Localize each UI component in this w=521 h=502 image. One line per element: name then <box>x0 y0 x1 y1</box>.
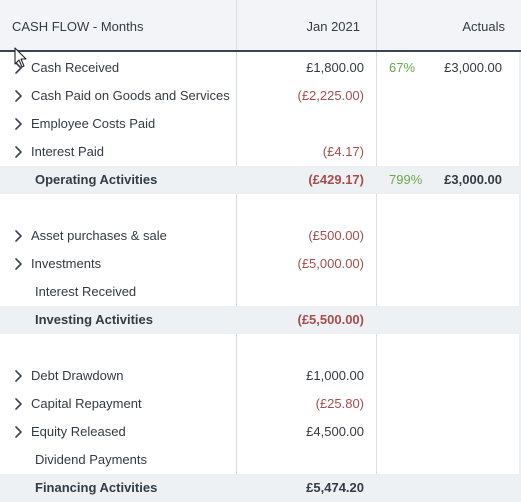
report-title: CASH FLOW - Months <box>12 19 144 34</box>
chevron-right-icon[interactable] <box>12 256 26 272</box>
row-label: Cash Paid on Goods and Services <box>31 88 230 103</box>
period-value: (£2,225.00) <box>297 88 365 103</box>
table-row: Interest Received <box>0 278 519 306</box>
chevron-right-icon[interactable] <box>12 424 26 440</box>
subtotal-row: Investing Activities (£5,500.00) <box>0 306 519 334</box>
table-header: CASH FLOW - Months Jan 2021 Actuals <box>0 0 521 52</box>
subtotal-row: Financing Activities £5,474.20 <box>0 474 519 502</box>
actual-value: £3,000.00 <box>444 60 502 75</box>
table-row[interactable]: Interest Paid (£4.17) <box>0 138 519 166</box>
variance-percent: 799% <box>389 172 423 187</box>
period-value: £5,474.20 <box>306 480 364 495</box>
row-label: Asset purchases & sale <box>31 228 167 243</box>
chevron-right-icon[interactable] <box>12 368 26 384</box>
actual-value: £3,000.00 <box>444 172 502 187</box>
column-header-period[interactable]: Jan 2021 <box>236 0 376 50</box>
chevron-right-icon[interactable] <box>12 228 26 244</box>
actuals-column <box>376 0 519 502</box>
column-header-actuals-label: Actuals <box>462 19 505 34</box>
row-label: Equity Released <box>31 424 126 439</box>
period-value: £4,500.00 <box>306 424 364 439</box>
table-row[interactable]: Capital Repayment (£25.80) <box>0 390 519 418</box>
row-label: Investments <box>31 256 102 271</box>
period-value: (£429.17) <box>308 172 364 187</box>
row-label: Interest Received <box>35 284 137 299</box>
period-value: (£4.17) <box>322 144 364 159</box>
row-label: Financing Activities <box>35 480 158 495</box>
column-header-period-label: Jan 2021 <box>306 19 361 34</box>
period-value: (£5,000.00) <box>297 256 365 271</box>
period-value: (£25.80) <box>315 396 364 411</box>
chevron-right-icon[interactable] <box>12 144 26 160</box>
table-row[interactable]: Investments (£5,000.00) <box>0 250 519 278</box>
variance-percent: 67% <box>389 60 416 75</box>
subtotal-row: Operating Activities (£429.17) 799% £3,000.… <box>0 166 519 194</box>
period-value: (£5,500.00) <box>297 312 365 327</box>
row-label: Interest Paid <box>31 144 104 159</box>
chevron-right-icon[interactable] <box>12 396 26 412</box>
row-label: Debt Drawdown <box>31 368 124 383</box>
row-label: Operating Activities <box>35 172 158 187</box>
period-value: £1,800.00 <box>306 60 364 75</box>
row-label: Investing Activities <box>35 312 153 327</box>
column-header-actuals[interactable]: Actuals <box>376 0 519 50</box>
jan-2021-column <box>236 0 376 502</box>
table-row[interactable]: Cash Received £1,800.00 67% £3,000.00 <box>0 54 519 82</box>
period-value: (£500.00) <box>308 228 364 243</box>
period-value: £1,000.00 <box>306 368 364 383</box>
table-right-edge <box>519 0 521 502</box>
table-row[interactable]: Debt Drawdown £1,000.00 <box>0 362 519 390</box>
chevron-right-icon[interactable] <box>12 60 26 76</box>
chevron-right-icon[interactable] <box>12 88 26 104</box>
table-row[interactable]: Cash Paid on Goods and Services (£2,225.0… <box>0 82 519 110</box>
chevron-right-icon[interactable] <box>12 116 26 132</box>
table-row[interactable]: Equity Released £4,500.00 <box>0 418 519 446</box>
row-label: Dividend Payments <box>35 452 147 467</box>
row-label: Employee Costs Paid <box>31 116 156 131</box>
row-label: Cash Received <box>31 60 120 75</box>
mouse-pointer-icon <box>14 47 27 68</box>
table-row[interactable]: Asset purchases & sale (£500.00) <box>0 222 519 250</box>
table-row: Dividend Payments <box>0 446 519 474</box>
row-label: Capital Repayment <box>31 396 142 411</box>
table-row[interactable]: Employee Costs Paid <box>0 110 519 138</box>
